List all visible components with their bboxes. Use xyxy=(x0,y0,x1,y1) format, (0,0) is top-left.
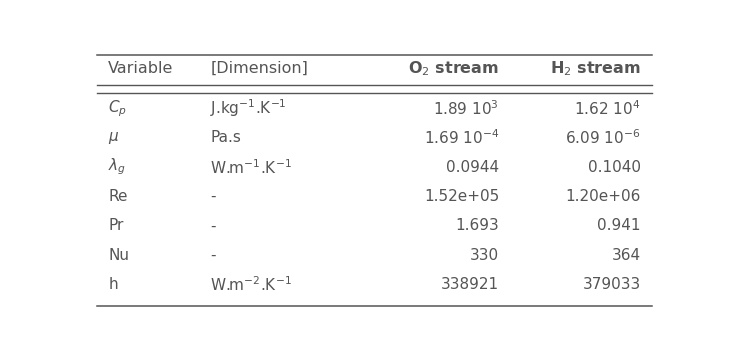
Text: O$_2$ stream: O$_2$ stream xyxy=(409,59,499,78)
Text: Pa.s: Pa.s xyxy=(211,130,241,145)
Text: 0.941: 0.941 xyxy=(597,218,641,233)
Text: 0.0944: 0.0944 xyxy=(446,160,499,175)
Text: [Dimension]: [Dimension] xyxy=(211,61,308,76)
Text: $\mu$: $\mu$ xyxy=(108,130,120,146)
Text: $\lambda_g$: $\lambda_g$ xyxy=(108,157,126,178)
Text: 1.62 10$^4$: 1.62 10$^4$ xyxy=(575,99,641,118)
Text: Re: Re xyxy=(108,189,128,204)
Text: 1.20e+06: 1.20e+06 xyxy=(566,189,641,204)
Text: 6.09 10$^{-6}$: 6.09 10$^{-6}$ xyxy=(566,129,641,147)
Text: Pr: Pr xyxy=(108,218,124,233)
Text: -: - xyxy=(211,248,216,263)
Text: 1.693: 1.693 xyxy=(455,218,499,233)
Text: 379033: 379033 xyxy=(583,277,641,292)
Text: 338921: 338921 xyxy=(441,277,499,292)
Text: W.m$^{-1}$.K$^{-1}$: W.m$^{-1}$.K$^{-1}$ xyxy=(211,158,292,177)
Text: H$_2$ stream: H$_2$ stream xyxy=(550,59,641,78)
Text: 0.1040: 0.1040 xyxy=(588,160,641,175)
Text: 1.52e+05: 1.52e+05 xyxy=(424,189,499,204)
Text: -: - xyxy=(211,218,216,233)
Text: Nu: Nu xyxy=(108,248,129,263)
Text: $C_p$: $C_p$ xyxy=(108,98,127,119)
Text: W.m$^{-2}$.K$^{-1}$: W.m$^{-2}$.K$^{-1}$ xyxy=(211,275,292,294)
Text: h: h xyxy=(108,277,118,292)
Text: -: - xyxy=(211,189,216,204)
Text: Variable: Variable xyxy=(108,61,174,76)
Text: 1.69 10$^{-4}$: 1.69 10$^{-4}$ xyxy=(424,129,499,147)
Text: 330: 330 xyxy=(470,248,499,263)
Text: 364: 364 xyxy=(612,248,641,263)
Text: 1.89 10$^3$: 1.89 10$^3$ xyxy=(433,99,499,118)
Text: J.kg$^{-1}$.K$^{-1}$: J.kg$^{-1}$.K$^{-1}$ xyxy=(211,98,287,119)
